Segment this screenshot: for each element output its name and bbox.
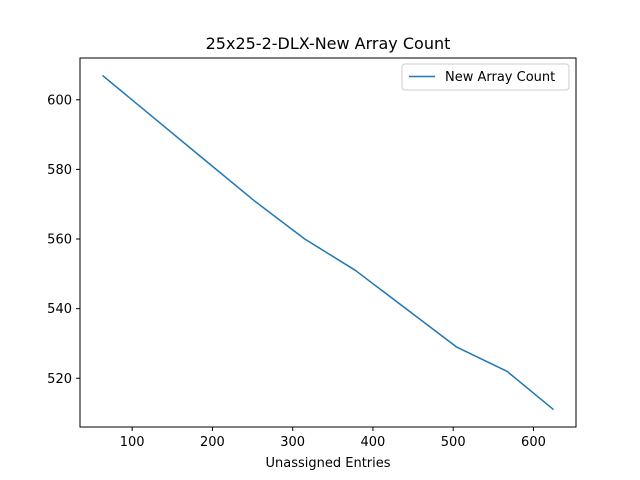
x-tick-label: 400 xyxy=(361,435,386,450)
series-layer xyxy=(102,74,554,411)
x-tick-label: 100 xyxy=(120,435,145,450)
series-line xyxy=(102,74,554,411)
x-axis-label: Unassigned Entries xyxy=(265,456,390,471)
x-tick-label: 500 xyxy=(441,435,466,450)
axis-ticks: 100 200 300 400 500 600 520 540 560 580 600 xyxy=(47,93,546,450)
legend-label: New Array Count xyxy=(445,70,555,85)
x-tick-label: 600 xyxy=(521,435,546,450)
y-tick-label: 600 xyxy=(47,93,72,108)
y-tick-label: 560 xyxy=(47,233,72,248)
x-tick-label: 300 xyxy=(280,435,305,450)
legend-box xyxy=(401,63,570,91)
y-tick-label: 580 xyxy=(47,163,72,178)
y-tick-label: 540 xyxy=(47,302,72,317)
x-tick-label: 200 xyxy=(200,435,225,450)
y-tick-label: 520 xyxy=(47,372,72,387)
plot-frame xyxy=(79,57,577,428)
legend: New Array Count xyxy=(401,63,570,91)
chart-title: 25x25-2-DLX-New Array Count xyxy=(206,34,451,53)
